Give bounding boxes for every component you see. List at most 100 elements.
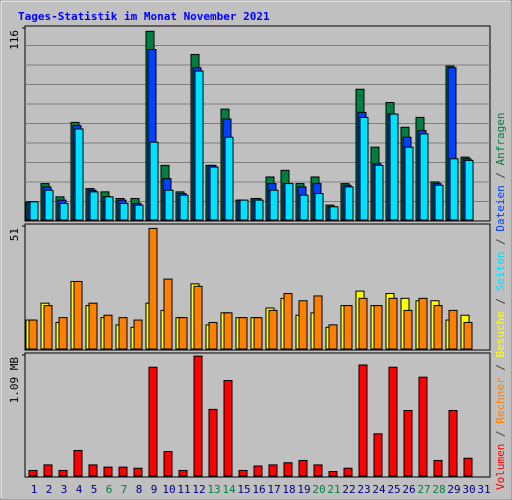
bar	[464, 159, 474, 221]
bar	[193, 285, 203, 350]
bar	[73, 449, 83, 477]
bar	[149, 141, 159, 221]
bar	[43, 305, 53, 350]
bar	[373, 305, 383, 350]
bar	[299, 194, 309, 221]
x-tick-label: 20	[312, 483, 325, 496]
x-tick-label: 13	[207, 483, 220, 496]
bar	[419, 133, 429, 221]
bar	[283, 462, 293, 477]
bar	[254, 199, 264, 221]
bar	[193, 355, 203, 477]
bar	[133, 467, 143, 477]
y-tick-label: 1.09 MB	[8, 357, 21, 404]
x-tick-label: 26	[402, 483, 415, 496]
bar	[88, 464, 98, 477]
x-tick-label: 16	[252, 483, 265, 496]
bar	[358, 364, 368, 477]
bar	[89, 191, 99, 221]
bar	[328, 324, 338, 350]
bar	[298, 300, 308, 350]
bar	[448, 309, 458, 350]
bar	[223, 380, 233, 477]
bar	[388, 297, 398, 350]
x-tick-label: 1	[31, 483, 38, 496]
bar	[28, 319, 38, 350]
bar	[208, 408, 218, 477]
bar	[238, 469, 248, 477]
bar	[104, 196, 114, 221]
x-tick-label: 12	[192, 483, 205, 496]
bar	[163, 278, 173, 350]
legend-separator: /	[494, 291, 507, 311]
bar	[284, 183, 294, 221]
bar	[283, 293, 293, 350]
bar	[74, 128, 84, 221]
bar	[194, 70, 204, 221]
x-tick-label: 15	[237, 483, 250, 496]
bar	[343, 467, 353, 477]
x-tick-label: 24	[372, 483, 386, 496]
bar	[59, 202, 69, 221]
x-tick-label: 4	[76, 483, 83, 496]
x-tick-label: 25	[387, 483, 400, 496]
bar	[463, 321, 473, 350]
bar	[268, 464, 278, 477]
bar	[358, 297, 368, 350]
legend-entry: Volumen	[494, 444, 507, 490]
bar	[343, 305, 353, 350]
bar	[73, 280, 83, 350]
x-tick-label: 7	[121, 483, 128, 496]
legend-separator: /	[494, 358, 507, 378]
legend-entry: Seiten	[494, 252, 507, 292]
bar	[269, 189, 279, 221]
bar	[449, 158, 459, 221]
bar	[389, 113, 399, 221]
bar	[329, 206, 339, 221]
legend-entry: Dateien	[494, 185, 507, 231]
bar	[328, 471, 338, 477]
bar	[44, 189, 54, 221]
bar	[134, 204, 144, 221]
bar	[313, 295, 323, 350]
bar	[88, 302, 98, 350]
bar	[374, 164, 384, 221]
bar	[314, 193, 324, 221]
y-tick-label: 51	[8, 228, 21, 241]
bar	[448, 410, 458, 477]
bar	[178, 469, 188, 477]
bar	[103, 314, 113, 350]
legend-entry: Anfragen	[494, 112, 507, 165]
bar	[178, 317, 188, 350]
bar	[239, 199, 249, 221]
bar	[119, 202, 129, 221]
bar	[434, 184, 444, 221]
x-tick-label: 30	[462, 483, 475, 496]
bar	[344, 186, 354, 221]
bar	[238, 317, 248, 350]
bar	[359, 116, 369, 221]
x-tick-label: 27	[417, 483, 430, 496]
bar	[118, 466, 128, 477]
x-tick-label: 3	[61, 483, 68, 496]
bar	[209, 166, 219, 221]
bar	[433, 459, 443, 477]
y-tick-label: 116	[8, 30, 21, 50]
chart-title: Tages-Statistik im Monat November 2021	[18, 10, 270, 23]
bar	[179, 194, 189, 221]
bar	[103, 466, 113, 477]
bar	[418, 297, 428, 350]
legend-separator: /	[494, 165, 507, 185]
bar	[118, 317, 128, 350]
x-tick-label: 19	[297, 483, 310, 496]
bar	[164, 189, 174, 221]
bar	[268, 309, 278, 350]
bar	[403, 309, 413, 350]
bar	[148, 366, 158, 477]
bar	[28, 469, 38, 477]
bar	[463, 457, 473, 477]
bar	[29, 201, 39, 221]
bar	[43, 464, 53, 477]
bar	[418, 376, 428, 477]
x-tick-label: 31	[477, 483, 490, 496]
